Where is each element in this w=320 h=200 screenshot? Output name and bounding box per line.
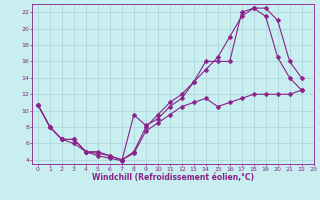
X-axis label: Windchill (Refroidissement éolien,°C): Windchill (Refroidissement éolien,°C) [92,173,254,182]
